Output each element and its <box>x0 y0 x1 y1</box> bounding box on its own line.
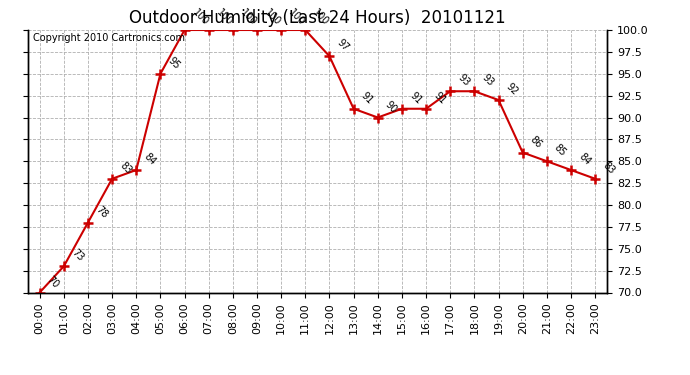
Text: 83: 83 <box>601 160 616 176</box>
Text: 70: 70 <box>46 274 61 290</box>
Text: 78: 78 <box>94 204 109 220</box>
Text: 100: 100 <box>215 7 235 27</box>
Text: 85: 85 <box>553 142 568 159</box>
Text: 93: 93 <box>480 73 495 88</box>
Title: Outdoor Humidity (Last 24 Hours)  20101121: Outdoor Humidity (Last 24 Hours) 2010112… <box>129 9 506 27</box>
Text: Copyright 2010 Cartronics.com: Copyright 2010 Cartronics.com <box>33 33 186 43</box>
Text: 91: 91 <box>408 90 423 106</box>
Text: 100: 100 <box>190 7 210 27</box>
Text: 83: 83 <box>118 160 133 176</box>
Text: 84: 84 <box>142 152 157 167</box>
Text: 90: 90 <box>384 99 399 115</box>
Text: 100: 100 <box>311 7 331 27</box>
Text: 91: 91 <box>432 90 447 106</box>
Text: 92: 92 <box>504 81 520 97</box>
Text: 86: 86 <box>529 134 544 150</box>
Text: 91: 91 <box>359 90 375 106</box>
Text: 93: 93 <box>456 73 471 88</box>
Text: 97: 97 <box>335 38 351 54</box>
Text: 73: 73 <box>70 248 85 264</box>
Text: 100: 100 <box>287 7 307 27</box>
Text: 100: 100 <box>263 7 283 27</box>
Text: 95: 95 <box>166 55 181 71</box>
Text: 84: 84 <box>577 152 592 167</box>
Text: 100: 100 <box>239 7 259 27</box>
